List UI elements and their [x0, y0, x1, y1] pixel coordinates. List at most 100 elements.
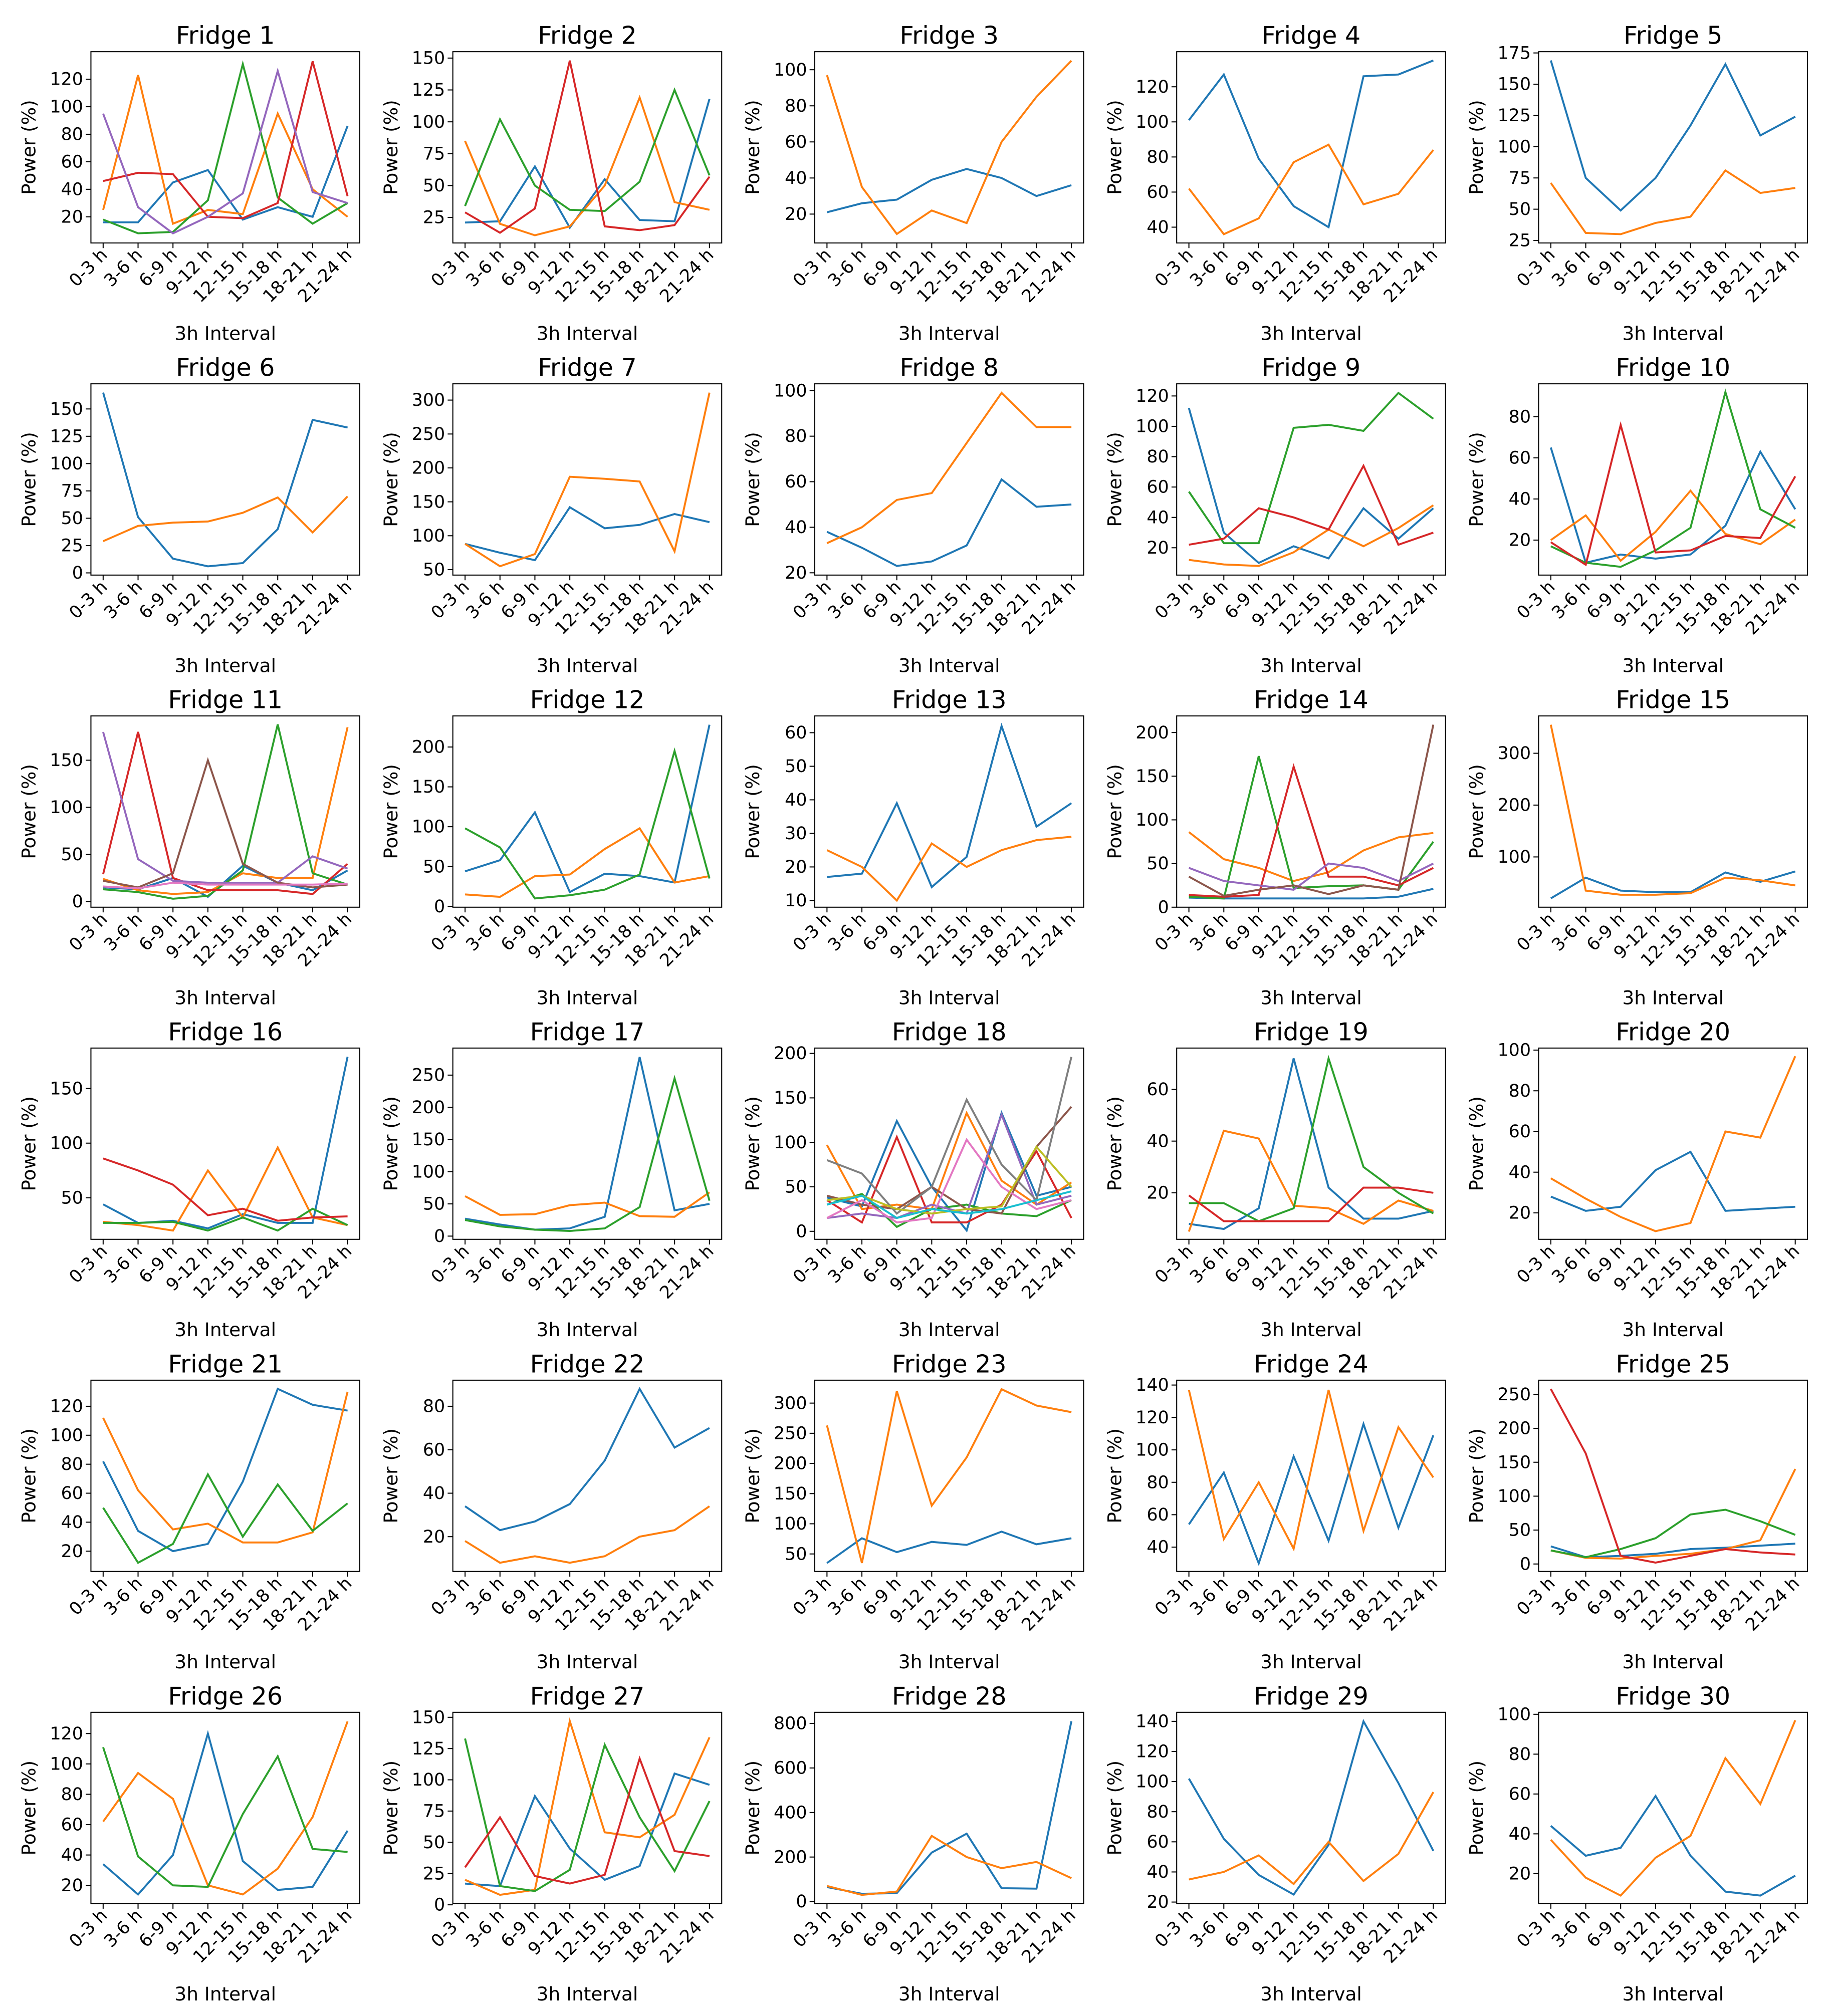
y-axis-label: Power (%) [380, 432, 402, 527]
y-tick-label: 40 [1147, 1538, 1169, 1558]
x-axis-label: 3h Interval [1622, 322, 1724, 344]
series-line [1188, 862, 1434, 891]
plot-frame [1538, 1379, 1808, 1572]
x-tick-label: 0-3 h [1151, 1905, 1197, 1951]
plot-frame [1176, 1711, 1446, 1904]
y-tick-label: 300 [774, 1393, 807, 1413]
y-tick-label: 25 [423, 1864, 445, 1884]
x-axis-label: 3h Interval [174, 322, 276, 344]
chart-title: Fridge 5 [1624, 22, 1722, 50]
y-tick-label: 40 [1147, 508, 1169, 528]
y-tick-label: 100 [1498, 137, 1531, 157]
y-tick-label: 140 [1135, 1375, 1169, 1395]
y-tick-label: 75 [61, 481, 83, 501]
y-tick-label: 100 [1498, 1486, 1531, 1506]
y-tick-label: 40 [1509, 1162, 1531, 1182]
y-tick-label: 40 [1147, 1862, 1169, 1882]
series-line [1188, 1389, 1434, 1552]
series-line [826, 1190, 1072, 1219]
series-line [1189, 463, 1434, 546]
y-tick-label: 120 [50, 1397, 83, 1417]
x-tick-label: 3-6 h [463, 245, 509, 291]
y-tick-label: 100 [1498, 847, 1531, 867]
x-tick-label: 3-6 h [1186, 1574, 1232, 1620]
x-tick-label: 0-3 h [789, 909, 835, 955]
series-line [826, 478, 1072, 567]
chart-title: Fridge 30 [1616, 1682, 1730, 1710]
series-line [826, 1388, 1072, 1564]
y-tick-label: 150 [50, 1079, 83, 1099]
series-line [826, 168, 1072, 213]
y-axis-label: Power (%) [742, 100, 764, 195]
series-line [102, 1391, 349, 1544]
x-tick-label: 0-3 h [427, 1241, 474, 1288]
y-tick-label: 800 [774, 1714, 807, 1734]
series-line [465, 1191, 710, 1218]
x-axis-label: 3h Interval [1622, 1651, 1724, 1673]
x-tick-label: 3-6 h [100, 245, 146, 291]
y-tick-label: 0 [1158, 897, 1169, 917]
x-axis-label: 3h Interval [174, 1651, 276, 1673]
y-tick-label: 200 [1498, 796, 1531, 816]
y-tick-label: 60 [1147, 1832, 1169, 1852]
chart-title: Fridge 6 [176, 354, 275, 382]
y-tick-label: 20 [1509, 1203, 1531, 1223]
y-axis-label: Power (%) [742, 1760, 764, 1856]
x-axis-label: 3h Interval [1622, 1983, 1724, 2005]
y-tick-label: 400 [774, 1803, 807, 1823]
x-tick-label: 0-3 h [1513, 1905, 1559, 1951]
series-line [826, 1531, 1072, 1564]
y-tick-label: 25 [1509, 231, 1531, 251]
y-tick-label: 60 [61, 1815, 83, 1835]
y-axis-label: Power (%) [18, 1760, 40, 1856]
y-tick-label: 20 [785, 857, 807, 877]
y-tick-label: 80 [1509, 407, 1531, 427]
series-line [103, 757, 348, 889]
y-axis-label: Power (%) [742, 764, 764, 859]
x-axis-label: 3h Interval [1622, 654, 1724, 676]
series-line [1188, 1129, 1434, 1232]
x-tick-label: 0-3 h [789, 245, 835, 291]
y-tick-label: 150 [412, 1707, 445, 1727]
chart-title: Fridge 21 [168, 1350, 283, 1378]
x-tick-label: 0-3 h [1151, 577, 1197, 623]
x-tick-label: 0-3 h [1513, 577, 1559, 623]
series-line [827, 1112, 1072, 1219]
y-axis-label: Power (%) [1466, 1760, 1488, 1856]
series-line [1188, 724, 1435, 897]
x-tick-label: 3-6 h [463, 577, 509, 623]
series-line [1550, 1508, 1796, 1559]
x-tick-label: 0-3 h [1151, 245, 1197, 291]
y-axis-label: Power (%) [1103, 1760, 1125, 1856]
y-tick-label: 100 [1498, 1041, 1531, 1061]
y-axis-label: Power (%) [1103, 764, 1125, 859]
y-axis-label: Power (%) [18, 764, 40, 859]
y-tick-label: 50 [785, 1177, 807, 1197]
series-line [1188, 1186, 1434, 1222]
y-tick-label: 0 [1520, 1554, 1531, 1574]
x-tick-label: 0-3 h [789, 1905, 835, 1951]
x-axis-label: 3h Interval [174, 654, 276, 676]
y-tick-label: 20 [1509, 1864, 1531, 1884]
y-tick-label: 150 [412, 492, 445, 512]
y-tick-label: 60 [1509, 1122, 1531, 1142]
x-axis-label: 3h Interval [537, 986, 638, 1009]
plot-frame [1176, 383, 1446, 576]
y-tick-label: 120 [1135, 386, 1169, 406]
y-tick-label: 80 [61, 1785, 83, 1805]
x-tick-label: 0-3 h [789, 1241, 835, 1288]
series-line [1189, 1055, 1434, 1222]
y-tick-label: 20 [785, 204, 807, 224]
y-tick-label: 0 [72, 892, 83, 912]
y-tick-label: 200 [1498, 1419, 1531, 1439]
series-line [465, 506, 710, 562]
y-tick-label: 60 [785, 132, 807, 152]
chart-title: Fridge 17 [530, 1018, 645, 1046]
series-line [465, 747, 711, 900]
y-tick-label: 80 [423, 1397, 445, 1417]
y-tick-label: 80 [785, 426, 807, 446]
x-axis-label: 3h Interval [1260, 322, 1362, 344]
series-line [1188, 143, 1434, 235]
x-axis-label: 3h Interval [898, 1651, 1000, 1673]
